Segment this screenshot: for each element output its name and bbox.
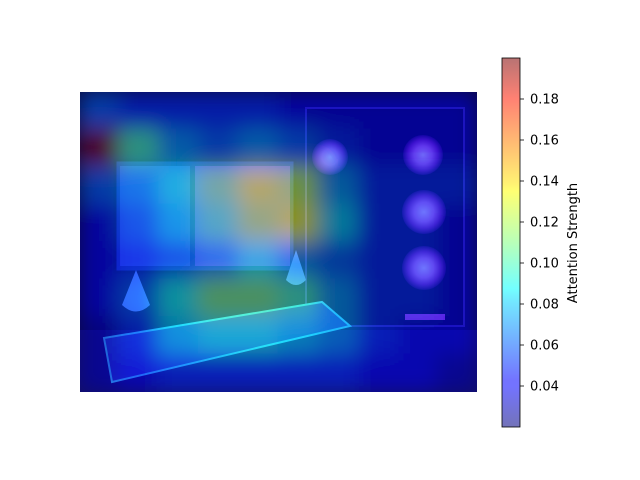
heatmap-cell [158,316,201,356]
heatmap-cell [80,203,121,243]
heatmap-cell [237,241,280,281]
heatmap-cell [356,241,399,281]
heatmap-cell [396,241,439,281]
heatmap-cell [118,203,161,243]
heatmap-cell [396,128,439,168]
heatmap-cell [317,241,359,281]
heatmap-cell [277,278,320,318]
heatmap-cell [118,166,161,206]
heatmap-cell [80,241,121,281]
heatmap-cell [317,166,359,206]
heatmap-cell [198,128,240,168]
heatmap-cell [118,353,161,392]
colorbar-tick-label: 0.08 [530,298,559,313]
heatmap-cell [237,128,280,168]
colorbar-tick-label: 0.04 [530,380,559,395]
heatmap-cell [317,278,359,318]
heatmap-cell [158,278,201,318]
heatmap-cell [198,92,240,131]
heatmap-cell [198,166,240,206]
colorbar-tick-label: 0.16 [530,134,559,149]
heatmap-cell [198,316,240,356]
colorbar: 0.04 0.06 0.08 0.10 0.12 0.14 0.16 0.18 Attenti… [501,57,581,428]
heatmap-cell [158,128,201,168]
heatmap-cell [436,166,477,206]
colorbar-tick-label: 0.06 [530,339,559,354]
heatmap-cell [277,128,320,168]
heatmap-cell [356,278,399,318]
heatmap-cell [317,316,359,356]
colorbar-tick-label: 0.12 [530,216,559,231]
heatmap-cell [198,241,240,281]
heatmap-cell [356,166,399,206]
heatmap-cell [277,203,320,243]
heatmap-cell [277,92,320,131]
heatmap-cell [436,353,477,392]
heatmap-cell [198,353,240,392]
heatmap-cell [118,316,161,356]
heatmap-cell [118,128,161,168]
heatmap-cell [80,128,121,168]
colorbar-ticks: 0.04 0.06 0.08 0.10 0.12 0.14 0.16 0.18 [520,93,559,395]
heatmap-cell [158,92,201,131]
heatmap-cell [118,241,161,281]
heatmap-cell [436,278,477,318]
heatmap-cell [80,166,121,206]
heatmap-cell [356,203,399,243]
heatmap-cell [198,203,240,243]
heatmap-cell [277,316,320,356]
heatmap-cell [396,278,439,318]
heatmap-cell [237,316,280,356]
heatmap-cell [237,166,280,206]
heatmap-cell [396,92,439,131]
heatmap-cell [80,278,121,318]
heatmap-cell [118,278,161,318]
heatmap-cell [80,316,121,356]
colorbar-tick-label: 0.10 [530,257,559,272]
heatmap-image-area [80,92,477,392]
heatmap-cell [158,241,201,281]
colorbar-label: Attention Strength [566,183,581,303]
colorbar-frame [501,57,521,428]
heatmap-cell [356,92,399,131]
heatmap-cell [277,166,320,206]
heatmap-cell [396,353,439,392]
heatmap-cell [356,128,399,168]
heatmap-cell [317,203,359,243]
colorbar-tick-label: 0.14 [530,175,559,190]
heatmap-cell [317,353,359,392]
heatmap-cell [317,128,359,168]
heatmap-cell [277,353,320,392]
heatmap-cell [198,278,240,318]
heatmap-cell [158,203,201,243]
heatmap-cell [396,203,439,243]
heatmap-cell [356,353,399,392]
heatmap-overlay [80,92,477,392]
heatmap-cell [158,166,201,206]
heatmap-cell [237,92,280,131]
heatmap-cell [80,353,121,392]
heatmap-cell [436,316,477,356]
heatmap-cell [237,203,280,243]
colorbar-gradient [502,58,520,427]
heatmap-cell [118,92,161,131]
colorbar-tick-label: 0.18 [530,93,559,108]
heatmap-cell [237,278,280,318]
heatmap-cell [436,241,477,281]
heatmap-cell [436,128,477,168]
heatmap-cell [396,166,439,206]
heatmap-cell [436,203,477,243]
heatmap-cell [80,92,121,131]
heatmap-cell [356,316,399,356]
heatmap-cell [158,353,201,392]
heatmap-cell [277,241,320,281]
heatmap-cell [237,353,280,392]
heatmap-cell [396,316,439,356]
heatmap-cell [436,92,477,131]
heatmap-cell [317,92,359,131]
